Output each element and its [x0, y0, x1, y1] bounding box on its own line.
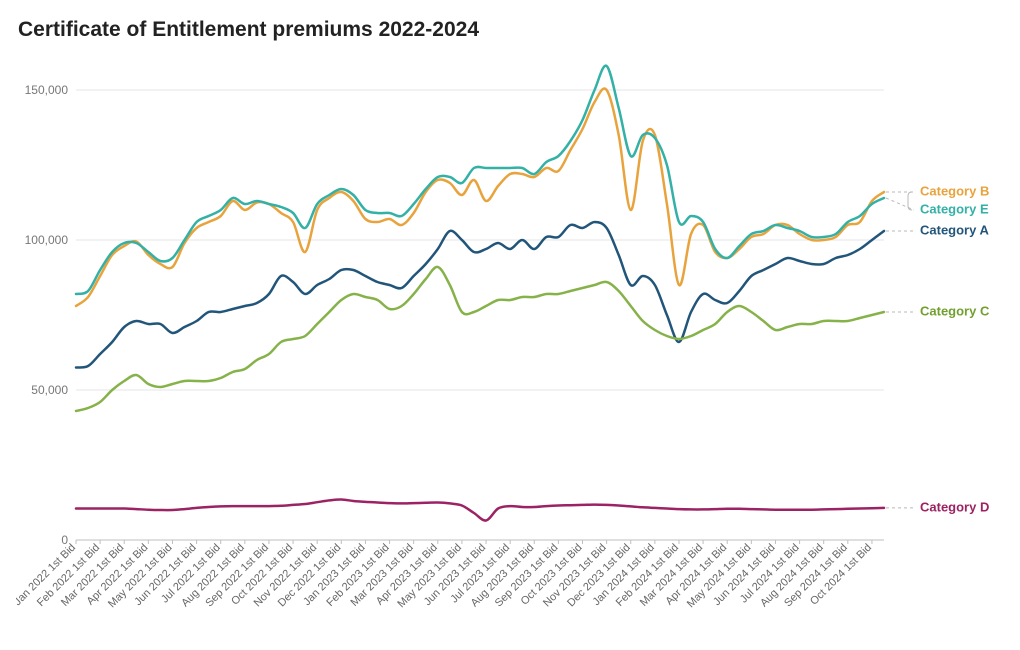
series-label-category-c: Category C	[920, 303, 990, 318]
y-tick-label: 50,000	[31, 383, 68, 397]
y-tick-label: 150,000	[25, 83, 69, 97]
series-label-category-b: Category B	[920, 183, 989, 198]
label-brace	[908, 192, 912, 210]
series-category-e	[76, 66, 884, 294]
label-connector	[886, 198, 914, 210]
series-label-category-d: Category D	[920, 499, 989, 514]
chart-title: Certificate of Entitlement premiums 2022…	[18, 18, 1008, 42]
y-tick-label: 100,000	[25, 233, 69, 247]
series-label-category-a: Category A	[920, 222, 989, 237]
series-category-a	[76, 222, 884, 368]
line-chart: 050,000100,000150,000Jan 2022 1st BidFeb…	[16, 50, 1004, 640]
series-category-b	[76, 89, 884, 306]
series-category-d	[76, 499, 884, 520]
series-category-c	[76, 267, 884, 411]
series-label-category-e: Category E	[920, 201, 989, 216]
